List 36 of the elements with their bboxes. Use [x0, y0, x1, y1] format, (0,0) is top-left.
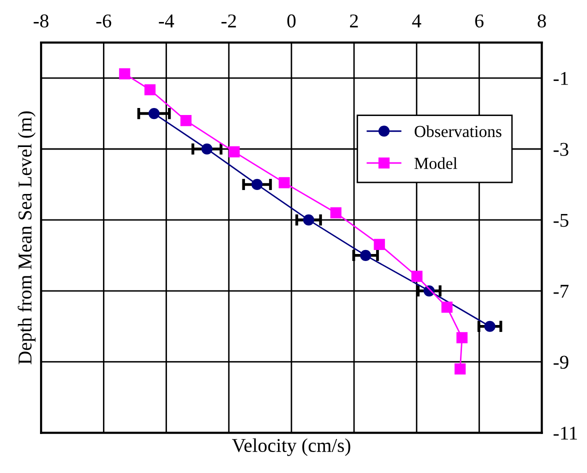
- x-tick-label: -2: [221, 14, 236, 28]
- x-tick-label: -8: [34, 14, 48, 28]
- point: [251, 178, 263, 190]
- point: [484, 320, 496, 332]
- y-tick-label: -7: [554, 284, 569, 298]
- point: [374, 238, 385, 250]
- point: [411, 270, 422, 282]
- y-tick-label: -5: [554, 214, 568, 227]
- point: [144, 84, 156, 96]
- point: [148, 108, 160, 120]
- point: [454, 363, 466, 374]
- legend-label: Observations: [414, 125, 502, 138]
- x-axis-title: Velocity (cm/s): [232, 438, 350, 456]
- y-tick-label: -1: [554, 72, 568, 85]
- legend-label: Model: [414, 157, 458, 170]
- x-tick-label: 2: [350, 14, 358, 28]
- point: [228, 146, 240, 158]
- point: [360, 250, 372, 261]
- y-axis-title: Depth from Mean Sea Level (m): [18, 111, 36, 364]
- x-tick-label: -4: [158, 14, 174, 28]
- x-tick-label: 0: [287, 14, 296, 28]
- point: [180, 115, 192, 126]
- point: [119, 68, 130, 80]
- point: [201, 143, 213, 155]
- x-tick-label: 8: [538, 14, 546, 28]
- point: [456, 332, 468, 344]
- point: [303, 214, 314, 226]
- x-tick-label: -6: [96, 14, 112, 28]
- y-tick-label: -3: [554, 142, 568, 156]
- x-tick-label: 4: [412, 14, 422, 28]
- x-tick-label: 6: [475, 14, 484, 28]
- point: [441, 302, 453, 313]
- y-tick-label: -11: [554, 426, 577, 440]
- point: [330, 207, 342, 218]
- point: [278, 177, 290, 188]
- y-tick-label: -9: [554, 356, 568, 369]
